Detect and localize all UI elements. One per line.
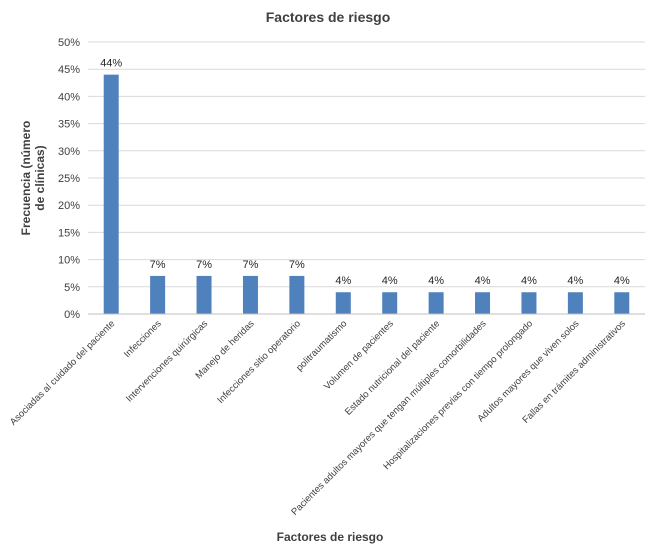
bar xyxy=(614,292,630,314)
x-tick-label: Asociadas al cuidado del paciente xyxy=(8,318,117,427)
bar xyxy=(196,275,212,314)
data-label: 7% xyxy=(150,259,166,271)
y-tick-label: 35% xyxy=(58,119,80,131)
y-tick-label: 15% xyxy=(58,227,80,239)
bar xyxy=(150,275,166,314)
bar xyxy=(289,275,305,314)
data-label: 4% xyxy=(475,275,491,287)
y-tick-label: 0% xyxy=(64,309,80,321)
x-tick-label: Infecciones xyxy=(122,318,164,360)
bar xyxy=(567,292,583,314)
bar xyxy=(335,292,351,314)
data-label: 4% xyxy=(335,275,351,287)
bar xyxy=(521,292,537,314)
y-axis-title: Frecuencia (númerode clínicas) xyxy=(19,121,47,236)
x-axis-title: Factores de riesgo xyxy=(277,530,384,544)
data-label: 4% xyxy=(614,275,630,287)
x-tick-label: Adultos mayores que viven solos xyxy=(476,318,582,424)
bars xyxy=(103,74,630,314)
data-label: 4% xyxy=(521,275,537,287)
x-axis-category-labels: Asociadas al cuidado del paciente Infecci… xyxy=(8,318,628,518)
bar xyxy=(382,292,398,314)
data-label: 4% xyxy=(382,275,398,287)
y-tick-label: 30% xyxy=(58,146,80,158)
data-label: 4% xyxy=(567,275,583,287)
data-label: 7% xyxy=(289,259,305,271)
x-tick-label: Fallas en trámites administrativos xyxy=(520,318,628,426)
y-axis-title-line: Frecuencia (número xyxy=(19,121,33,236)
data-label: 4% xyxy=(428,275,444,287)
x-tick-label: Estado nutricional del paciente xyxy=(343,318,442,417)
y-tick-label: 25% xyxy=(58,173,80,185)
y-tick-label: 20% xyxy=(58,200,80,212)
y-axis-ticks: 0% 5% 10% 15% 20% 25% 30% 35% 40% 45% 50% xyxy=(58,37,80,321)
y-axis-title-line: de clínicas) xyxy=(33,145,47,210)
data-label: 44% xyxy=(100,58,122,70)
bar xyxy=(242,275,258,314)
gridlines xyxy=(88,41,645,288)
data-label: 7% xyxy=(196,259,212,271)
data-labels: 44% 7% 7% 7% 7% 4% 4% 4% 4% 4% 4% 4% xyxy=(100,58,630,288)
chart-title: Factores de riesgo xyxy=(266,9,391,25)
y-tick-label: 10% xyxy=(58,255,80,267)
y-tick-label: 5% xyxy=(64,282,80,294)
bar xyxy=(475,292,491,314)
y-tick-label: 50% xyxy=(58,37,80,49)
data-label: 7% xyxy=(243,259,259,271)
x-tick-label: Intervenciones quirúrgicas xyxy=(124,318,210,404)
y-tick-label: 45% xyxy=(58,64,80,76)
bar xyxy=(428,292,444,314)
x-tick-label: Infecciones sitio operatorio xyxy=(215,318,303,406)
y-tick-label: 40% xyxy=(58,91,80,103)
bar xyxy=(103,74,119,314)
